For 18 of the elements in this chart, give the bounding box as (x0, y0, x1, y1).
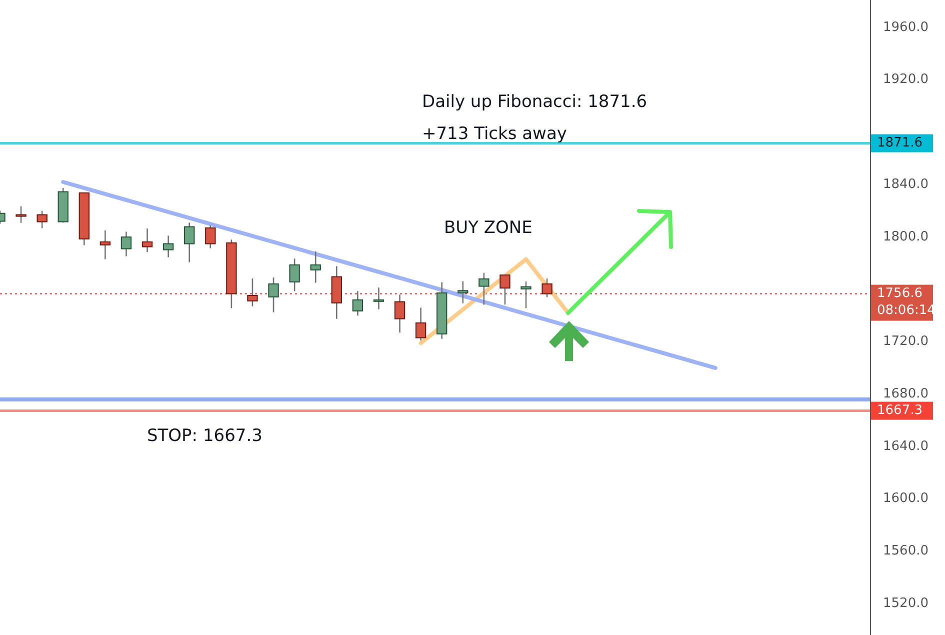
y-tick-label: 1960.0 (883, 20, 928, 35)
y-tick-label: 1920.0 (883, 72, 928, 88)
annotation: Daily up Fibonacci: 1871.6 (422, 92, 648, 112)
y-tick-label: 1640.0 (883, 438, 928, 454)
y-tick-label: 1680.0 (883, 386, 928, 402)
y-tick-label: 1800.0 (883, 229, 928, 244)
y-tick-label: 1720.0 (883, 334, 928, 350)
annotation: STOP: 1667.3 (147, 426, 262, 446)
y-tick-label: 1560.0 (883, 544, 928, 559)
annotation: BUY ZONE (444, 218, 532, 238)
annotation: +713 Ticks away (422, 124, 567, 144)
ref-line-label: 1756.6 (877, 286, 922, 302)
ref-line-label: 1667.3 (877, 403, 922, 418)
ref-line-label: 1871.6 (877, 136, 922, 151)
text: 08:06:14 (877, 303, 936, 318)
y-tick-label: 1600.0 (883, 491, 928, 506)
y-tick-label: 1520.0 (883, 596, 928, 611)
y-tick-label: 1840.0 (883, 176, 928, 192)
